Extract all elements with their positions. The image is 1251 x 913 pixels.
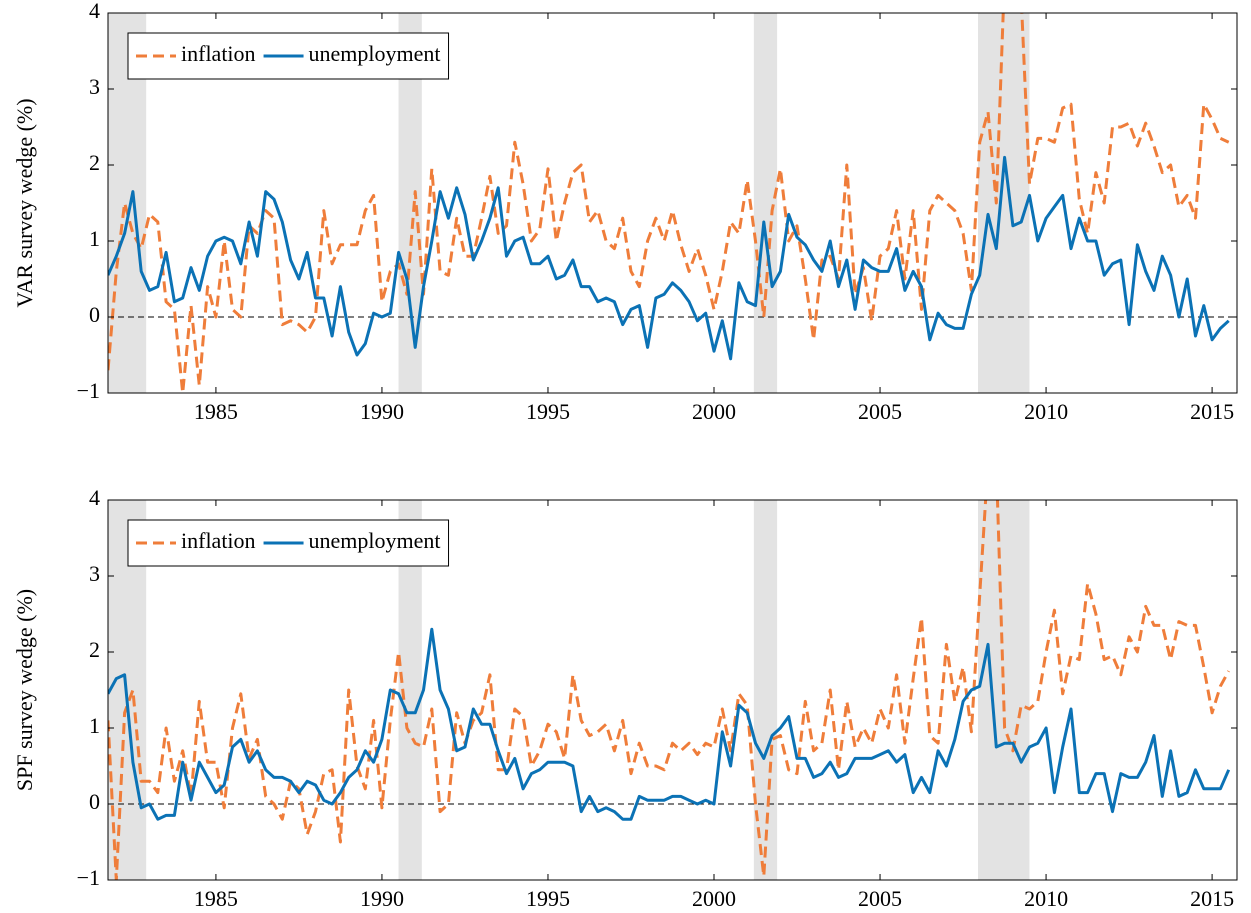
x-tick-label: 2005 (858, 886, 902, 911)
x-tick-label: 2005 (858, 399, 902, 424)
y-tick-label: −1 (77, 378, 100, 403)
recession-band (398, 13, 422, 393)
recession-band (977, 13, 1030, 393)
recession-band (398, 500, 422, 880)
series-line (108, 13, 1230, 393)
x-tick-label: 1985 (194, 886, 238, 911)
recession-band (753, 13, 778, 393)
series-line (108, 627, 1231, 821)
recession-band (753, 500, 778, 880)
axes-frame (107, 499, 1238, 881)
y-tick-label: 1 (89, 226, 100, 251)
y-tick-label: 3 (89, 74, 100, 99)
y-tick-label: 2 (89, 637, 100, 662)
axes-frame (107, 12, 1238, 394)
legend-label: inflation (181, 41, 256, 66)
x-tick-label: 2010 (1024, 399, 1068, 424)
y-axis-label: VAR survey wedge (%) (12, 98, 37, 307)
y-tick-label: 2 (89, 150, 100, 175)
x-tick-label: 1985 (194, 399, 238, 424)
x-tick-label: 2015 (1190, 886, 1234, 911)
x-tick-label: 2015 (1190, 399, 1234, 424)
x-tick-label: 1995 (526, 399, 570, 424)
x-tick-label: 2000 (692, 399, 736, 424)
y-tick-label: 4 (89, 0, 100, 23)
y-tick-label: 4 (89, 485, 100, 510)
x-tick-label: 2000 (692, 886, 736, 911)
y-axis-label: SPF survey wedge (%) (12, 589, 37, 791)
series-line (108, 500, 1231, 880)
legend-label: inflation (181, 528, 256, 553)
x-tick-label: 1990 (360, 886, 404, 911)
legend-label: unemployment (309, 528, 441, 553)
x-tick-label: 2010 (1024, 886, 1068, 911)
panel: 1985 1990 1995 2000 2005 2010 2015 −1 0 1 2 3 4 VAR s… (12, 0, 1238, 424)
legend: inflation unemployment (127, 519, 450, 567)
legend-label: unemployment (309, 41, 441, 66)
y-tick-label: −1 (77, 865, 100, 890)
y-tick-label: 0 (89, 789, 100, 814)
series-line (108, 155, 1230, 361)
y-tick-label: 1 (89, 713, 100, 738)
y-tick-label: 0 (89, 302, 100, 327)
x-tick-label: 1995 (526, 886, 570, 911)
y-tick-label: 3 (89, 561, 100, 586)
x-tick-label: 1990 (360, 399, 404, 424)
panel: 1985 1990 1995 2000 2005 2010 2015 −1 0 1 2 3 4 SPF s… (12, 485, 1238, 911)
legend: inflation unemployment (127, 32, 450, 80)
